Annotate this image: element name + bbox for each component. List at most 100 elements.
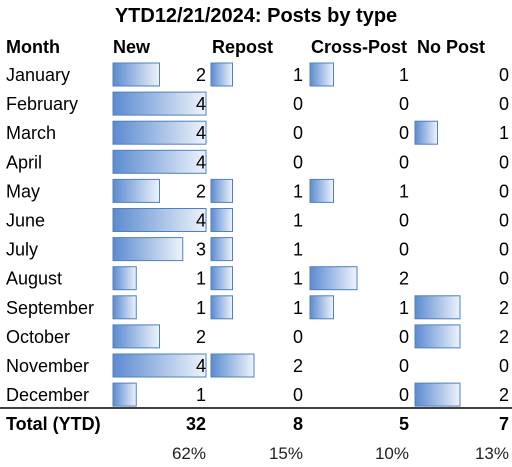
data-bar-august-repost: [210, 266, 233, 291]
cell-value-september-repost: 1: [293, 298, 303, 318]
percent-value-new: 62%: [172, 444, 206, 463]
total-value-cross-post: 5: [399, 414, 409, 434]
data-bar-march-no-post: [414, 120, 438, 145]
cell-value-april-new: 4: [196, 152, 206, 172]
cell-value-december-repost: 0: [293, 385, 303, 405]
data-bar-september-repost: [210, 295, 233, 320]
percent-value-no-post: 13%: [475, 444, 509, 463]
data-bar-july-new: [112, 237, 184, 262]
percent-value-repost: 15%: [269, 444, 303, 463]
data-bar-may-repost: [210, 178, 233, 203]
month-label-march: March: [6, 123, 56, 143]
data-bar-july-repost: [210, 237, 233, 262]
data-bar-december-new: [112, 382, 137, 407]
cell-value-july-new: 3: [196, 240, 206, 260]
month-label-january: January: [6, 65, 70, 85]
month-label-december: December: [6, 385, 89, 405]
cell-value-may-cross-post: 1: [399, 181, 409, 201]
cell-value-january-repost: 1: [293, 65, 303, 85]
cell-value-february-no-post: 0: [499, 94, 509, 114]
data-bar-december-no-post: [414, 382, 461, 407]
month-label-august: August: [6, 269, 62, 289]
month-label-september: September: [6, 298, 94, 318]
data-bar-august-new: [112, 266, 137, 291]
cell-value-december-no-post: 2: [499, 385, 509, 405]
cell-value-november-repost: 2: [293, 356, 303, 376]
data-bar-august-cross-post: [309, 266, 358, 291]
month-label-november: November: [6, 356, 89, 376]
data-bar-october-new: [112, 324, 160, 349]
month-label-july: July: [6, 240, 38, 260]
cell-value-december-new: 1: [196, 385, 206, 405]
cell-value-october-repost: 0: [293, 327, 303, 347]
data-bar-march-new: [112, 120, 207, 145]
cell-value-october-cross-post: 0: [399, 327, 409, 347]
cell-value-may-no-post: 0: [499, 181, 509, 201]
chart-title: YTD12/21/2024: Posts by type: [115, 5, 397, 27]
data-bar-january-cross-post: [309, 62, 334, 87]
month-column-header: Month: [6, 37, 60, 57]
cell-value-january-new: 2: [196, 65, 206, 85]
data-bar-may-new: [112, 178, 160, 203]
cell-value-july-repost: 1: [293, 240, 303, 260]
data-bar-june-new: [112, 208, 207, 232]
data-bar-january-new: [112, 62, 160, 87]
cell-value-november-cross-post: 0: [399, 356, 409, 376]
month-label-june: June: [6, 211, 45, 231]
cell-value-april-no-post: 0: [499, 152, 509, 172]
percent-value-cross-post: 10%: [375, 444, 409, 463]
total-value-new: 32: [186, 414, 206, 434]
data-bar-january-repost: [210, 62, 233, 87]
total-value-repost: 8: [293, 414, 303, 434]
cell-value-november-new: 4: [196, 356, 206, 376]
cell-value-february-cross-post: 0: [399, 94, 409, 114]
cell-value-september-no-post: 2: [499, 298, 509, 318]
column-header-new: New: [113, 37, 151, 57]
data-bar-june-repost: [210, 208, 233, 232]
cell-value-july-no-post: 0: [499, 240, 509, 260]
cell-value-march-cross-post: 0: [399, 123, 409, 143]
cell-value-august-no-post: 0: [499, 269, 509, 289]
data-bar-november-new: [112, 353, 207, 378]
month-label-february: February: [6, 94, 78, 114]
column-header-repost: Repost: [212, 37, 273, 57]
data-bar-september-cross-post: [309, 295, 334, 320]
month-label-may: May: [6, 181, 40, 201]
cell-value-february-repost: 0: [293, 94, 303, 114]
cell-value-march-new: 4: [196, 123, 206, 143]
data-bar-february-new: [112, 91, 207, 116]
cell-value-june-repost: 1: [293, 211, 303, 231]
column-header-cross-post: Cross-Post: [311, 37, 407, 57]
cell-value-june-no-post: 0: [499, 211, 509, 231]
cell-value-june-new: 4: [196, 211, 206, 231]
month-label-april: April: [6, 152, 42, 172]
cell-value-june-cross-post: 0: [399, 211, 409, 231]
cell-value-november-no-post: 0: [499, 356, 509, 376]
cell-value-october-no-post: 2: [499, 327, 509, 347]
column-header-no-post: No Post: [417, 37, 485, 57]
cell-value-september-cross-post: 1: [399, 298, 409, 318]
cell-value-october-new: 2: [196, 327, 206, 347]
total-row-label: Total (YTD): [6, 414, 101, 434]
data-bar-september-no-post: [414, 295, 461, 320]
data-bar-october-no-post: [414, 324, 461, 349]
cell-value-february-new: 4: [196, 94, 206, 114]
cell-value-march-repost: 0: [293, 123, 303, 143]
cell-value-january-no-post: 0: [499, 65, 509, 85]
data-bar-april-new: [112, 149, 207, 174]
cell-value-january-cross-post: 1: [399, 65, 409, 85]
cell-value-march-no-post: 1: [499, 123, 509, 143]
cell-value-august-cross-post: 2: [399, 269, 409, 289]
month-label-october: October: [6, 327, 70, 347]
cell-value-december-cross-post: 0: [399, 385, 409, 405]
data-bar-may-cross-post: [309, 178, 334, 203]
cell-value-may-new: 2: [196, 181, 206, 201]
cell-value-april-cross-post: 0: [399, 152, 409, 172]
total-value-no-post: 7: [499, 414, 509, 434]
cell-value-may-repost: 1: [293, 181, 303, 201]
cell-value-april-repost: 0: [293, 152, 303, 172]
cell-value-august-new: 1: [196, 269, 206, 289]
cell-value-august-repost: 1: [293, 269, 303, 289]
cell-value-september-new: 1: [196, 298, 206, 318]
